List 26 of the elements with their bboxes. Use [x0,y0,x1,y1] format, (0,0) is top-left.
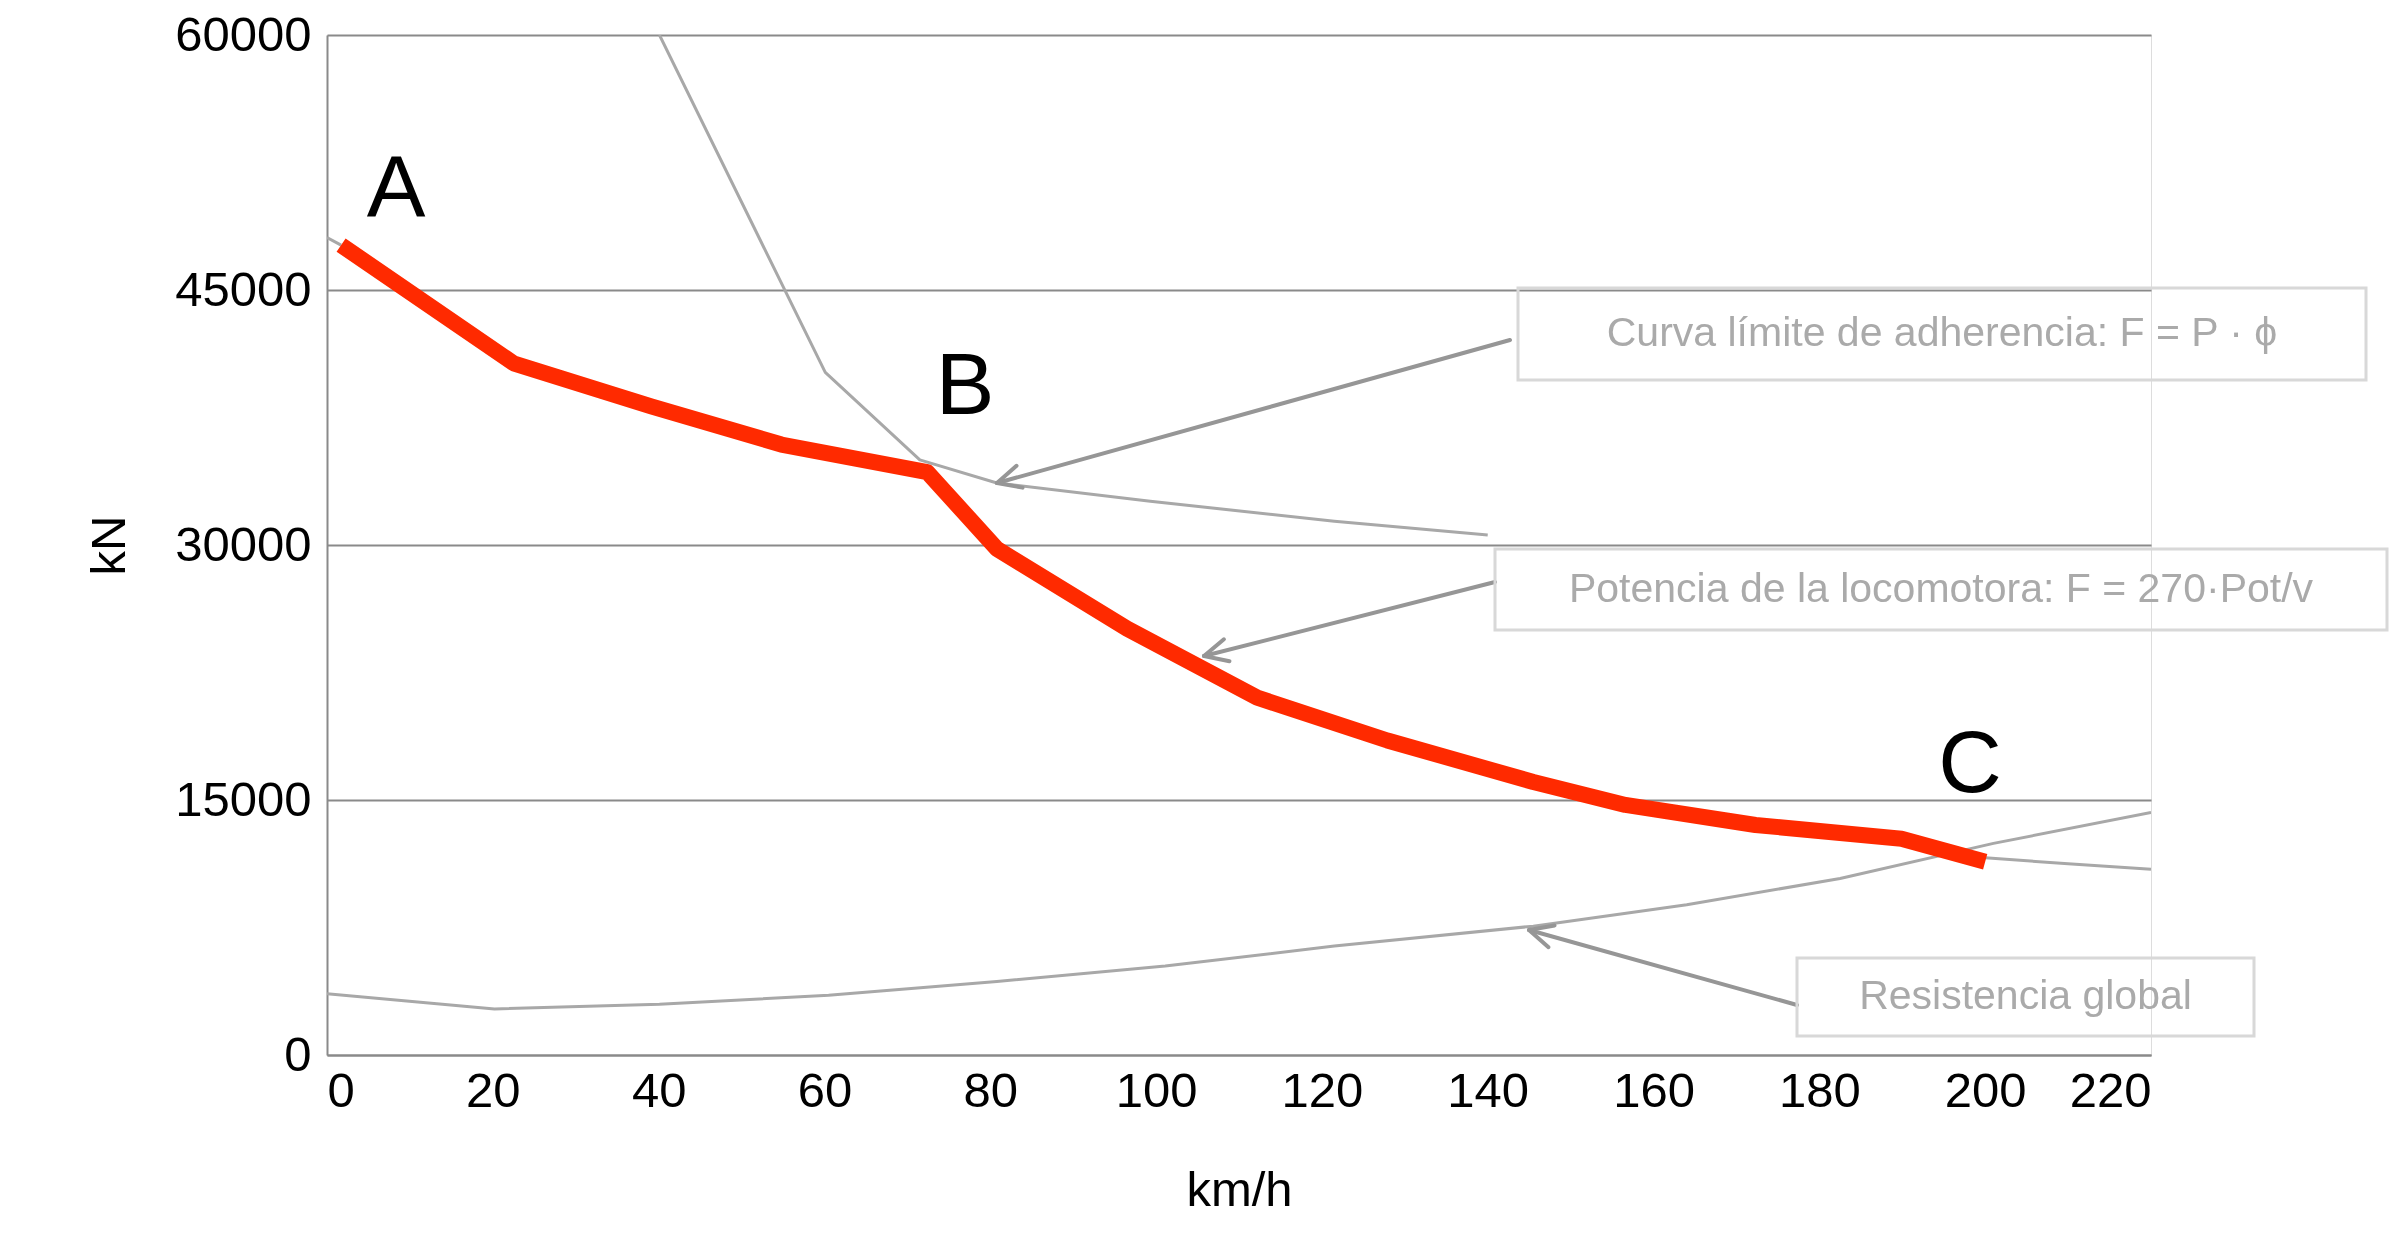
y-axis-title: kN [81,515,136,576]
y-tick-label: 45000 [175,261,312,316]
y-tick-label: 60000 [175,6,312,61]
x-tick-label: 80 [963,1062,1019,1117]
y-tick-label: 30000 [175,516,312,571]
annotation: B [935,334,995,433]
x-tick-label: 200 [1944,1062,2027,1117]
x-tick-label: 140 [1447,1062,1530,1117]
annotation: Potencia de la locomotora: F = 270·Pot/v [1568,564,2314,611]
line-series [657,35,1490,537]
annotation: Curva límite de adherencia: F = P · ϕ [1606,309,2278,355]
y-tick-label: 0 [284,1026,312,1081]
y-tick-label: 15000 [175,771,312,826]
x-tick-label: 180 [1778,1062,1861,1117]
x-tick-label: 0 [327,1062,355,1117]
x-tick-label: 160 [1613,1062,1695,1117]
x-tick-label: 40 [631,1062,687,1117]
annotation: Resistencia global [1859,972,2192,1018]
annotation: A [366,137,426,236]
x-axis-title: km/h [1186,1161,1293,1216]
x-tick-label: 100 [1115,1062,1198,1117]
x-tick-label: 60 [797,1062,853,1117]
annotation: C [1938,712,2002,811]
x-tick-label: 120 [1281,1062,1364,1117]
x-tick-label: 220 [2069,1062,2152,1117]
x-tick-label: 20 [466,1062,521,1117]
